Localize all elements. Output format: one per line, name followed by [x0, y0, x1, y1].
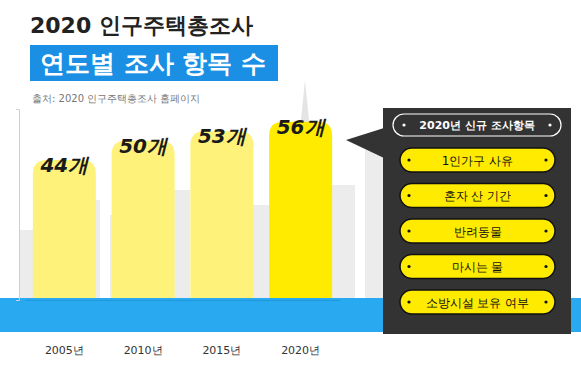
x-tick-label: 2015년 [202, 344, 241, 357]
panel-item: 반려동물 [454, 225, 502, 239]
panel-title-frame [393, 114, 561, 136]
data-label: 53개 [198, 124, 248, 148]
bars [33, 122, 332, 300]
title: 2020 인구주택총조사 [30, 13, 253, 38]
bar [112, 141, 175, 300]
subtitle-background [30, 45, 278, 81]
decor-dot [407, 194, 410, 197]
y-axis-line [16, 110, 20, 301]
x-tick-label: 2020년 [281, 344, 320, 357]
y-tick-mark [16, 109, 19, 110]
x-tick: 2010년 [124, 344, 163, 357]
decor-dot [407, 300, 410, 303]
decor-dot [407, 158, 410, 161]
y-axis [16, 110, 20, 301]
source: 출처: 2020 인구주택총조사 홈페이지 [32, 93, 200, 104]
panel-item: 혼자 산 기간 [444, 189, 512, 203]
subtitle: 연도별 조사 항목 수 [40, 49, 266, 78]
decor-dot [548, 123, 551, 126]
panel-item-pill [400, 290, 555, 314]
x-tick: 2020년 [281, 344, 320, 357]
y-tick [16, 109, 19, 110]
decor-dot [402, 123, 405, 126]
y-tick [16, 300, 19, 301]
decor-dot [544, 265, 547, 268]
y-tick-mark [16, 300, 19, 301]
bar [33, 160, 96, 300]
bar [190, 131, 253, 300]
panel-title: 2020년 신규 조사항목 [419, 119, 534, 132]
x-tick: 2015년 [202, 344, 241, 357]
panel: 2020년 신규 조사항목 1인가구 사유혼자 산 기간반려동물마시는 물소방시설… [346, 108, 571, 334]
decor-dot [407, 265, 410, 268]
panel-item-pill [400, 255, 555, 279]
panel-item-pill [400, 219, 555, 243]
decor-dot [544, 300, 547, 303]
panel-pointer [346, 128, 384, 158]
x-axis: 2005년 2010년 2015년 2020년 [26, 301, 341, 357]
chart: 2020 인구주택총조사연도별 조사 항목 수출처: 2020 인구주택총조사 … [0, 0, 581, 381]
decor-dot [544, 229, 547, 232]
panel-item: 1인가구 사유 [442, 154, 513, 168]
data-label: 56개 [277, 115, 327, 139]
x-tick-label: 2005년 [45, 344, 84, 357]
panel-item: 소방시설 보유 여부 [426, 296, 530, 310]
data-labels: 44개 50개 53개 56개 [39, 115, 326, 177]
x-tick-label: 2010년 [124, 344, 163, 357]
bar [269, 122, 332, 300]
x-tick: 2005년 [45, 344, 84, 357]
decor-dot [407, 229, 410, 232]
decor-dot [544, 158, 547, 161]
x-axis-line [26, 300, 341, 301]
data-label: 50개 [119, 134, 169, 158]
panel-item-pill [400, 184, 555, 208]
panel-item: 마시는 물 [452, 260, 504, 274]
data-label: 44개 [39, 153, 90, 177]
panel-background [383, 108, 571, 334]
panel-item-pill [400, 148, 555, 172]
decor-dot [544, 194, 547, 197]
